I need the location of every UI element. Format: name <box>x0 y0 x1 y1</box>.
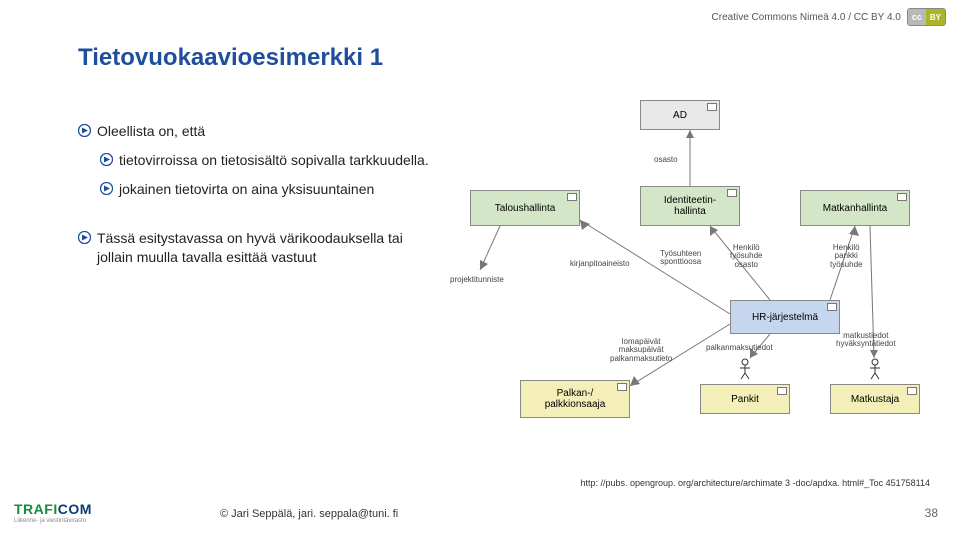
bullet-item: tietovirroissa on tietosisältö sopivalla… <box>100 151 438 170</box>
traficom-logo: TRAFICOM Liikenne- ja viestintävirasto <box>14 501 92 524</box>
edge-label: Työsuhteensponttioosa <box>660 250 701 267</box>
reference-url: http: //pubs. opengroup. org/architectur… <box>580 478 930 488</box>
diagram-node-pp: Palkan-/palkkionsaaja <box>520 380 630 418</box>
diagram-node-pk: Pankit <box>700 384 790 414</box>
edge-label: palkanmaksutiedot <box>706 344 773 352</box>
edge-label: Henkilöpankkityösuhde <box>830 244 862 269</box>
diagram-node-id: Identiteetin-hallinta <box>640 186 740 226</box>
license-bar: Creative Commons Nimeä 4.0 / CC BY 4.0 c… <box>712 8 946 26</box>
license-text: Creative Commons Nimeä 4.0 / CC BY 4.0 <box>712 12 901 23</box>
page-number: 38 <box>925 506 938 520</box>
bullet-item: jokainen tietovirta on aina yksisuuntain… <box>100 180 438 199</box>
copyright-text: © Jari Seppälä, jari. seppala@tuni. fi <box>220 508 398 520</box>
cc-badge-icon: cc BY <box>907 8 946 26</box>
edge-label: osasto <box>654 156 678 164</box>
edge-label: Henkilötyösuhdeosasto <box>730 244 762 269</box>
actor-icon <box>868 358 882 382</box>
diagram-node-mj: Matkustaja <box>830 384 920 414</box>
diagram-node-hr: HR-järjestelmä <box>730 300 840 334</box>
diagram-node-mh: Matkanhallinta <box>800 190 910 226</box>
bullet-list: Oleellista on, että tietovirroissa on tie… <box>78 110 438 266</box>
diagram-node-ad: AD <box>640 100 720 130</box>
actor-icon <box>738 358 752 382</box>
edge-label: projektitunniste <box>450 276 504 284</box>
diagram-node-th: Taloushallinta <box>470 190 580 226</box>
page-title: Tietovuokaavioesimerkki 1 <box>78 44 383 72</box>
bullet-item: Oleellista on, että <box>78 122 438 141</box>
bullet-item: Tässä esitystavassa on hyvä värikoodauks… <box>78 229 438 267</box>
edge-label: kirjanpitoaineisto <box>570 260 630 268</box>
footer: TRAFICOM Liikenne- ja viestintävirasto ©… <box>0 494 960 524</box>
edge-label: lomapäivätmaksupäivätpalkanmaksutieto <box>610 338 672 363</box>
edge-label: matkustiedothyväksyntätiedot <box>836 332 896 349</box>
flow-diagram: AD Taloushallinta Identiteetin-hallinta Mat… <box>450 100 930 430</box>
